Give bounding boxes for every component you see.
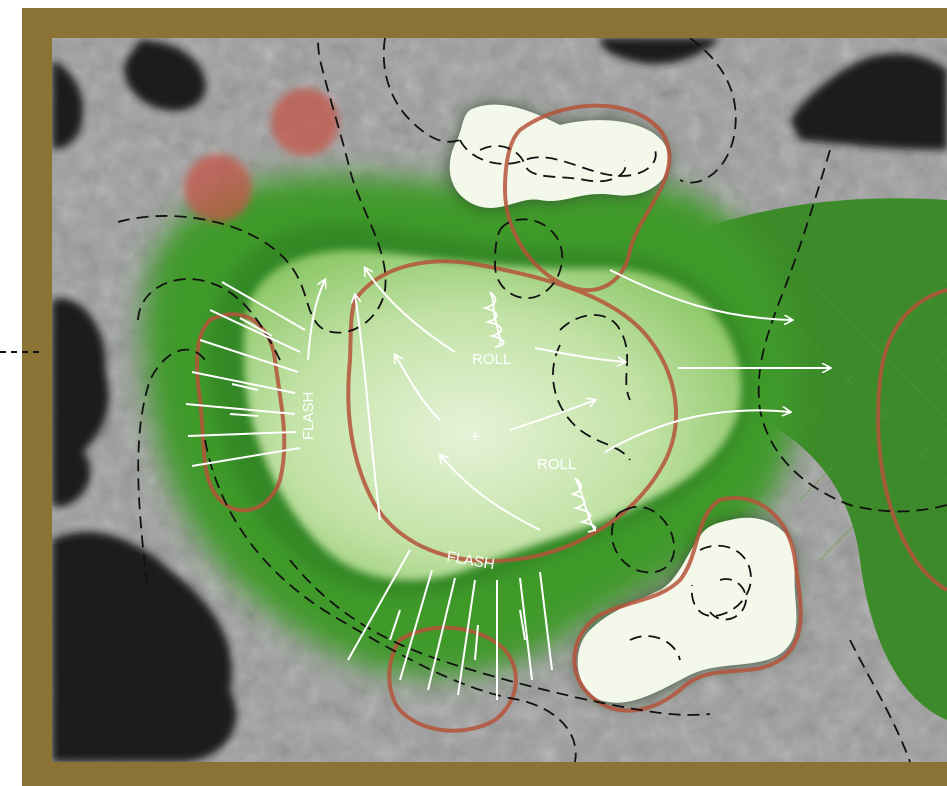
- arrow-w: [440, 455, 541, 531]
- tree-line-northeast: [600, 38, 947, 150]
- putting-green: [243, 250, 742, 581]
- arrow-e: [534, 347, 625, 362]
- arrow-nw-1: [307, 280, 325, 361]
- roll-direction-arrows: [307, 268, 830, 531]
- elevation-lines: [117, 38, 947, 762]
- arrow-fairway-3: [604, 410, 790, 453]
- pin-position-mark: +: [470, 427, 480, 446]
- flash-label-left: FLASH: [300, 392, 317, 440]
- flash-lines-left: [185, 281, 306, 467]
- arrow-nnw: [395, 355, 441, 421]
- arrow-fairway-1: [609, 269, 792, 320]
- shrubs-northwest: [184, 88, 339, 222]
- roll-label-bottom: ROLL: [537, 456, 576, 473]
- arrow-ene: [509, 400, 595, 431]
- slope-squiggles: [481, 291, 597, 533]
- tree-line-west: [52, 40, 237, 762]
- roll-label-top: ROLL: [472, 351, 511, 368]
- arrow-n: [365, 268, 456, 353]
- arrow-nw-2: [355, 295, 381, 521]
- flash-lines-bottom: [347, 549, 553, 700]
- sand-bunker-southeast: [577, 517, 797, 703]
